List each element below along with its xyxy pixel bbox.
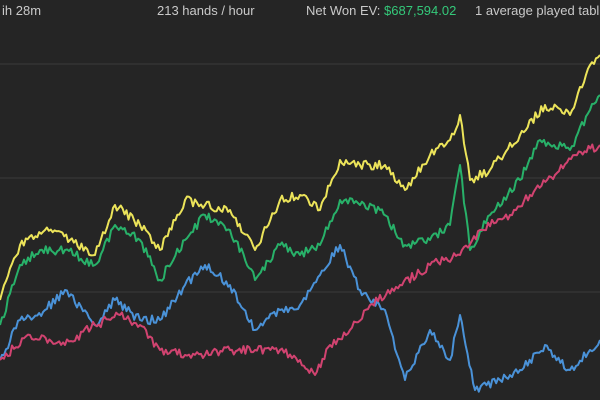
- series-lines: [0, 54, 600, 393]
- series-line-yellow: [0, 54, 600, 301]
- net-won-ev: Net Won EV: $687,594.02: [306, 3, 456, 18]
- series-line-red: [0, 143, 600, 376]
- stats-header: ih 28m 213 hands / hour Net Won EV: $687…: [0, 0, 600, 24]
- series-line-green: [0, 94, 600, 326]
- series-line-blue: [0, 244, 600, 393]
- average-tables: 1 average played tabl: [475, 3, 600, 18]
- net-won-label: Net Won EV:: [306, 3, 381, 18]
- hands-per-hour: 213 hands / hour: [157, 3, 255, 18]
- net-won-value: $687,594.02: [384, 3, 457, 18]
- gridlines: [0, 63, 600, 293]
- session-duration: ih 28m: [2, 3, 42, 18]
